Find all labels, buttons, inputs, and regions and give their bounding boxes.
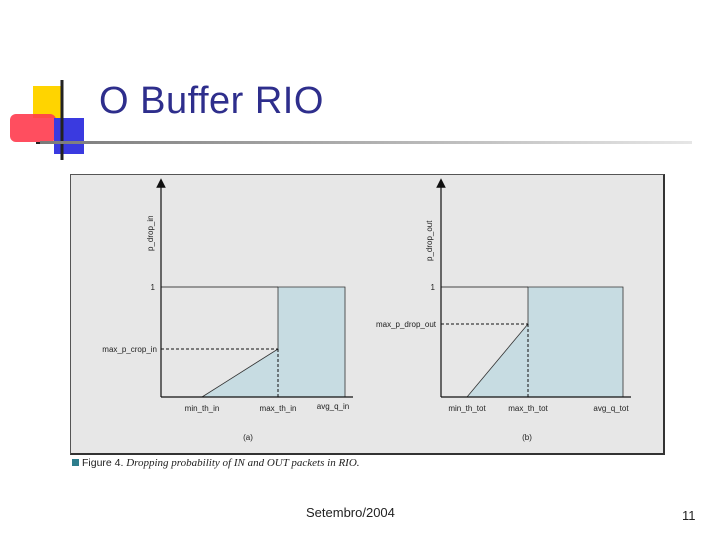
panel-b-y-tick-one: 1 xyxy=(431,283,436,292)
panel-a-y-axis-label: p_drop_in xyxy=(146,215,155,251)
footer-date: Setembro/2004 xyxy=(306,505,395,520)
panel-a-drop-region xyxy=(200,286,346,398)
panel-b-y-tick-max: max_p_drop_out xyxy=(376,320,437,329)
panel-b-x-axis-label: avg_q_tot xyxy=(593,404,629,413)
panel-b-y-axis-label: p_drop_out xyxy=(425,220,434,261)
logo-yellow-square xyxy=(33,86,63,118)
template-logo xyxy=(0,0,110,170)
panel-a-x-axis-label: avg_q_in xyxy=(317,402,349,411)
caption-label: Figure 4. xyxy=(82,457,124,469)
rio-diagram-figure: p_drop_in 1 max_p_crop_in min_th_in max_… xyxy=(70,174,665,455)
panel-b-x-tick-max: max_th_tot xyxy=(508,404,548,413)
page-number: 11 xyxy=(682,508,696,523)
logo-red-shape xyxy=(10,114,56,142)
panel-a: p_drop_in 1 max_p_crop_in min_th_in max_… xyxy=(102,178,353,442)
panel-b-sublabel: (b) xyxy=(522,433,532,442)
panel-a-x-tick-max: max_th_in xyxy=(260,404,297,413)
panel-a-y-tick-max: max_p_crop_in xyxy=(102,345,157,354)
panel-b-drop-region xyxy=(466,286,624,398)
caption-square-icon xyxy=(72,459,79,466)
panel-a-y-tick-one: 1 xyxy=(151,283,156,292)
logo-blue-square xyxy=(54,118,84,154)
panel-a-sublabel: (a) xyxy=(243,433,253,442)
panel-b-x-tick-min: min_th_tot xyxy=(448,404,486,413)
figure-caption: Figure 4. Dropping probability of IN and… xyxy=(72,457,360,469)
panel-a-x-tick-min: min_th_in xyxy=(185,404,220,413)
title-underline xyxy=(40,141,692,144)
caption-text: Dropping probability of IN and OUT packe… xyxy=(126,457,360,469)
panel-b: p_drop_out 1 max_p_drop_out min_th_tot m… xyxy=(376,178,631,442)
slide-title: O Buffer RIO xyxy=(99,80,324,122)
